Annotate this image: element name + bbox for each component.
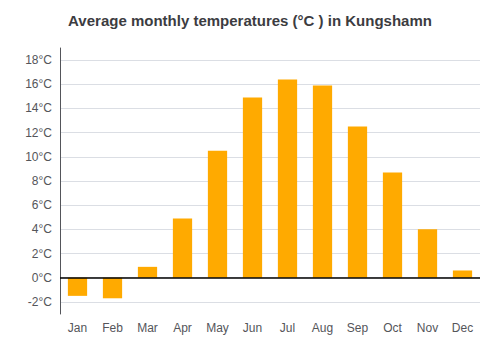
svg-text:6°C: 6°C (32, 198, 52, 212)
svg-text:Average monthly temperatures (: Average monthly temperatures (°C ) in Ku… (68, 12, 432, 29)
svg-text:-2°C: -2°C (28, 295, 52, 309)
svg-text:Jul: Jul (280, 321, 295, 335)
svg-text:8°C: 8°C (32, 174, 52, 188)
svg-text:Nov: Nov (417, 321, 438, 335)
svg-text:18°C: 18°C (25, 53, 52, 67)
svg-text:Aug: Aug (312, 321, 333, 335)
svg-text:Jun: Jun (243, 321, 262, 335)
svg-text:10°C: 10°C (25, 150, 52, 164)
svg-text:16°C: 16°C (25, 77, 52, 91)
svg-text:Oct: Oct (383, 321, 402, 335)
svg-text:Jan: Jan (68, 321, 87, 335)
svg-text:14°C: 14°C (25, 101, 52, 115)
svg-text:Feb: Feb (102, 321, 123, 335)
svg-text:Mar: Mar (137, 321, 158, 335)
svg-text:0°C: 0°C (32, 271, 52, 285)
svg-text:Dec: Dec (452, 321, 473, 335)
svg-text:Sep: Sep (347, 321, 369, 335)
svg-text:4°C: 4°C (32, 222, 52, 236)
svg-text:2°C: 2°C (32, 247, 52, 261)
svg-text:May: May (206, 321, 229, 335)
svg-text:12°C: 12°C (25, 126, 52, 140)
svg-text:Apr: Apr (173, 321, 192, 335)
